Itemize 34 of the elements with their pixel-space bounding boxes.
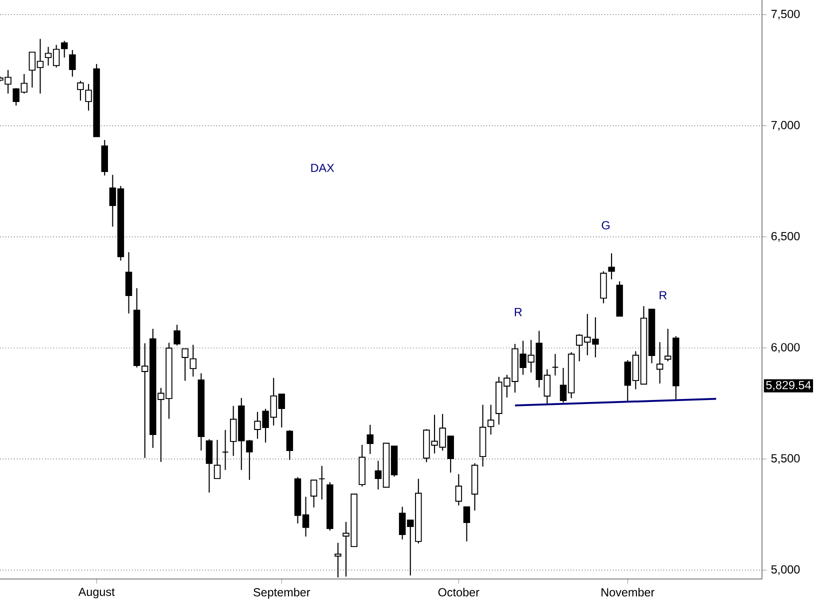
candlestick <box>310 480 318 508</box>
candlestick <box>552 353 559 376</box>
x-tick-label: October <box>438 588 480 596</box>
candlestick <box>222 429 229 470</box>
annotation: G <box>602 221 610 230</box>
x-tick-label: August <box>78 588 115 598</box>
candlestick <box>206 438 213 494</box>
y-tick-label: 6,500 <box>771 232 800 242</box>
x-tick-label: November <box>602 588 654 596</box>
y-tick-label: 5,000 <box>771 565 800 575</box>
x-tick-label: September <box>254 588 310 599</box>
candlestick <box>487 404 494 436</box>
y-tick-label: 7,500 <box>771 10 800 20</box>
candlestick <box>174 324 180 346</box>
candlestick <box>455 474 462 506</box>
y-tick-label: 5,500 <box>771 454 800 464</box>
candlestick <box>214 439 221 480</box>
candlestick <box>608 252 615 280</box>
candlestick <box>366 424 374 454</box>
annotation: R <box>514 308 522 316</box>
y-tick-label: 7,000 <box>771 120 800 131</box>
candlestick <box>61 40 68 58</box>
y-tick-label: 6,000 <box>771 343 800 353</box>
text: DAX <box>311 164 334 172</box>
text: 5,829.54 <box>766 380 811 391</box>
candlestick <box>286 430 294 460</box>
candlestick <box>182 348 188 382</box>
candlestick <box>463 506 470 542</box>
annotation: R <box>660 291 667 300</box>
candlestick <box>125 252 132 314</box>
candlestick <box>69 49 76 78</box>
candlestick <box>656 342 664 384</box>
candlestick <box>318 465 326 500</box>
candlestick <box>190 344 196 378</box>
